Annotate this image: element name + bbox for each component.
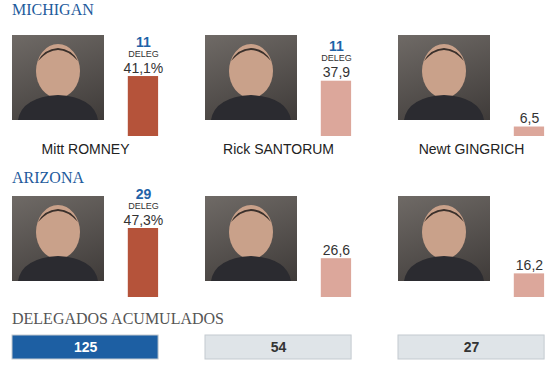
svg-text:29: 29: [136, 186, 152, 202]
svg-text:DELEG: DELEG: [128, 49, 159, 59]
svg-text:16,2: 16,2: [516, 257, 543, 273]
svg-text:Newt GINGRICH: Newt GINGRICH: [419, 141, 525, 157]
html-text:DELEGADOS ACUMULADOS: DELEGADOS ACUMULADOS: [12, 310, 224, 327]
svg-text:37,9: 37,9: [323, 64, 350, 80]
html-text:MICHIGAN: MICHIGAN: [12, 1, 94, 18]
svg-text:11: 11: [329, 38, 344, 54]
html-text:ARIZONA: ARIZONA: [12, 169, 84, 186]
svg-text:125: 125: [74, 339, 98, 355]
svg-text:DELEG: DELEG: [321, 53, 352, 63]
svg-text:54: 54: [271, 339, 287, 355]
svg-text:11: 11: [136, 34, 151, 50]
svg-text:DELEG: DELEG: [128, 201, 159, 211]
svg-text:6,5: 6,5: [520, 110, 540, 126]
svg-text:41,1%: 41,1%: [124, 60, 164, 76]
svg-text:26,6: 26,6: [323, 242, 350, 258]
svg-text:Mitt ROMNEY: Mitt ROMNEY: [42, 141, 131, 157]
svg-text:47,3%: 47,3%: [124, 212, 164, 228]
svg-text:Rick SANTORUM: Rick SANTORUM: [223, 141, 334, 157]
svg-text:27: 27: [464, 339, 480, 355]
